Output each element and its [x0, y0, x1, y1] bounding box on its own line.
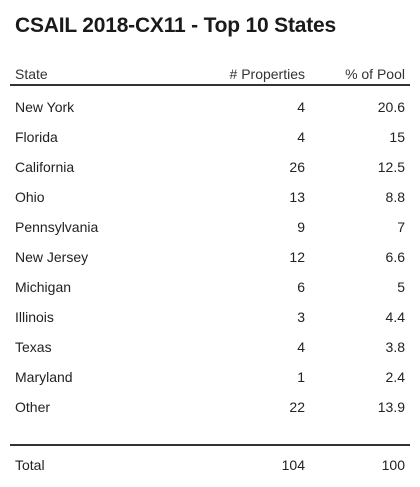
table-body: New York 4 20.6 Florida 4 15 California …	[10, 86, 410, 422]
total-divider	[10, 444, 410, 446]
table-row: Florida 4 15	[10, 122, 410, 152]
table-row: Texas 4 3.8	[10, 332, 410, 362]
table-row: New York 4 20.6	[10, 92, 410, 122]
property-count: 4	[297, 99, 305, 115]
pool-percent: 15	[389, 129, 405, 145]
property-count: 1	[297, 369, 305, 385]
pool-percent: 5	[397, 279, 405, 295]
column-header-state: State	[15, 66, 48, 82]
pool-percent: 2.4	[385, 369, 405, 385]
state-name: New York	[15, 99, 75, 115]
pool-percent: 20.6	[377, 99, 405, 115]
pool-percent: 7	[397, 219, 405, 235]
state-name: Michigan	[15, 279, 72, 295]
property-count: 26	[289, 159, 305, 175]
states-table: State # Properties % of Pool New York 4 …	[10, 60, 410, 484]
state-name: Florida	[15, 129, 58, 145]
state-name: Ohio	[15, 189, 45, 205]
total-row: Total 104 100	[10, 446, 410, 484]
state-name: Illinois	[15, 309, 54, 325]
state-name: Maryland	[15, 369, 73, 385]
table-row: New Jersey 12 6.6	[10, 242, 410, 272]
state-name: Other	[15, 399, 51, 415]
table-row: California 26 12.5	[10, 152, 410, 182]
property-count: 9	[297, 219, 305, 235]
pool-percent: 4.4	[385, 309, 405, 325]
column-header-properties: # Properties	[229, 66, 305, 82]
property-count: 3	[297, 309, 305, 325]
state-name: Texas	[15, 339, 52, 355]
table-header: State # Properties % of Pool	[10, 60, 410, 86]
total-properties: 104	[281, 457, 305, 473]
property-count: 22	[289, 399, 305, 415]
property-count: 4	[297, 129, 305, 145]
pool-percent: 8.8	[385, 189, 405, 205]
pool-percent: 12.5	[377, 159, 405, 175]
pool-percent: 3.8	[385, 339, 405, 355]
total-label: Total	[15, 457, 45, 473]
table-row: Maryland 1 2.4	[10, 362, 410, 392]
page-title: CSAIL 2018-CX11 - Top 10 States	[15, 14, 336, 37]
property-count: 12	[289, 249, 305, 265]
table-row: Pennsylvania 9 7	[10, 212, 410, 242]
state-name: New Jersey	[15, 249, 89, 265]
property-count: 13	[289, 189, 305, 205]
pool-percent: 6.6	[385, 249, 405, 265]
table-row: Other 22 13.9	[10, 392, 410, 422]
column-header-pct-pool: % of Pool	[345, 66, 405, 82]
property-count: 6	[297, 279, 305, 295]
property-count: 4	[297, 339, 305, 355]
state-name: California	[15, 159, 75, 175]
table-row: Ohio 13 8.8	[10, 182, 410, 212]
table-row: Illinois 3 4.4	[10, 302, 410, 332]
table-row: Michigan 6 5	[10, 272, 410, 302]
total-pool-percent: 100	[381, 457, 405, 473]
pool-percent: 13.9	[377, 399, 405, 415]
state-name: Pennsylvania	[15, 219, 99, 235]
